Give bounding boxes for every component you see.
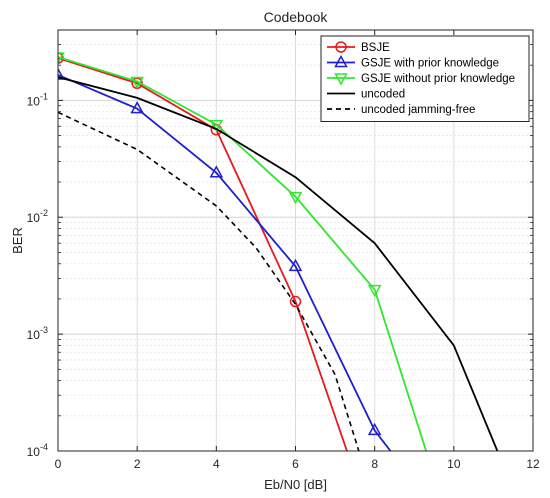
series-2-point-1 — [130, 76, 144, 90]
legend-label-3: uncoded — [361, 89, 405, 101]
y-tick-label: 10-3 — [27, 325, 48, 342]
series-1-point-0 — [58, 67, 65, 80]
legend-label-1: GSJE with prior knowledge — [361, 58, 499, 70]
legend-marker-1 — [334, 54, 348, 68]
series-2-point-3 — [288, 191, 303, 205]
series-1-point-3 — [288, 258, 303, 272]
x-tick-label: 2 — [134, 457, 141, 471]
x-tick-label: 10 — [447, 457, 461, 471]
series-0-point-3 — [289, 295, 302, 308]
legend: BSJE GSJE with prior knowledge GSJE withou… — [320, 35, 530, 122]
series-1-point-4 — [367, 422, 382, 436]
x-tick-label: 4 — [213, 457, 220, 471]
chart-title: Codebook — [264, 9, 329, 25]
x-tick-label: 6 — [292, 457, 299, 471]
series-1-point-2 — [209, 165, 224, 178]
series-line-2 — [58, 56, 427, 451]
y-tick-label: 10-4 — [27, 442, 48, 459]
x-axis-title: Eb/N0 [dB] — [264, 477, 327, 492]
series-2-point-2 — [209, 119, 224, 133]
series-layer — [58, 52, 499, 451]
ticks: 0 2 4 6 8 10 12 10-4 10-3 10-2 10-1 — [27, 29, 540, 471]
legend-label-2: GSJE without prior knowledge — [361, 73, 515, 85]
legend-label-4: uncoded jamming-free — [361, 104, 475, 116]
x-tick-label: 0 — [55, 457, 62, 471]
x-tick-label: 8 — [371, 457, 378, 471]
x-tick-label: 12 — [526, 457, 540, 471]
y-tick-label: 10-2 — [27, 208, 48, 225]
legend-label-0: BSJE — [361, 42, 390, 54]
legend-marker-0 — [335, 41, 347, 53]
series-2-point-0 — [58, 52, 65, 65]
series-2-point-4 — [367, 284, 382, 298]
series-1 — [58, 67, 392, 451]
series-1-point-1 — [130, 101, 144, 114]
series-3 — [58, 76, 499, 451]
y-tick-label: 10-1 — [27, 91, 48, 108]
series-2 — [58, 52, 427, 451]
legend-box — [320, 35, 530, 122]
series-line-3 — [58, 76, 499, 451]
y-axis-title: BER — [10, 227, 25, 254]
legend-marker-2 — [334, 73, 348, 86]
